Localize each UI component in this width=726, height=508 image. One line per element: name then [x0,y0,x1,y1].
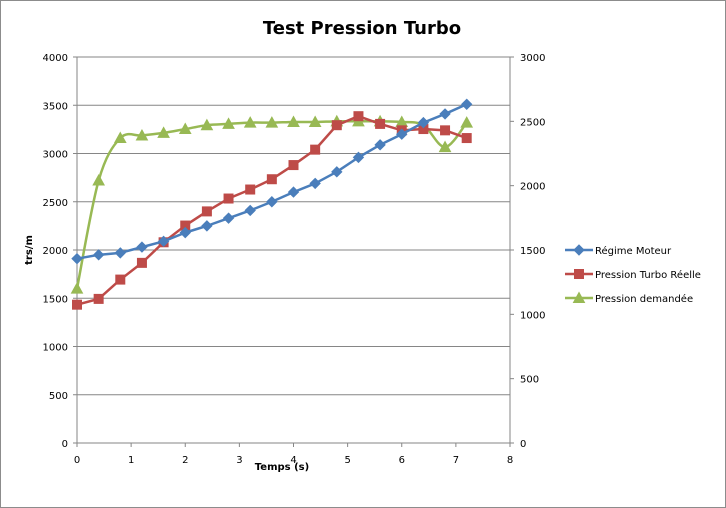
data-point [70,282,84,294]
data-point [136,257,147,268]
data-point [72,299,82,310]
x-tick-label: 4 [290,455,296,466]
y-tick-label: 1500 [43,294,68,305]
data-point [136,241,148,253]
y-axis-right-ticks: 0 500 1000 1500 2000 2500 3000 [510,53,545,450]
data-point [157,235,170,248]
series-layer [70,98,474,310]
data-point [179,226,191,239]
legend: Régime Moteur Pression Turbo Réelle Pressi… [565,244,701,305]
data-point [461,133,472,144]
data-point [113,131,127,144]
legend-item: Pression demandée [565,291,693,305]
x-axis-title: Temps (s) [255,462,309,473]
data-point [92,173,105,186]
series-r-gime-moteur [71,98,473,265]
series-line [76,114,468,306]
y2-tick-label: 2000 [520,182,545,193]
data-point [222,212,235,224]
y-tick-label: 0 [62,439,68,450]
y-tick-label: 3000 [43,150,68,161]
data-point [353,111,364,122]
data-point [460,116,474,128]
data-point [200,118,214,131]
data-point [288,160,299,171]
y2-tick-label: 0 [520,439,526,450]
legend-label: Pression Turbo Réelle [595,269,701,281]
data-point [440,125,451,136]
data-point [201,206,212,217]
data-point [245,184,256,195]
data-point [222,117,235,129]
y-tick-label: 3500 [43,101,68,112]
data-point [201,220,213,232]
x-tick-label: 2 [182,455,188,466]
x-tick-label: 3 [236,455,242,466]
x-tick-label: 5 [344,455,350,466]
data-point [310,144,321,155]
data-point [396,128,408,140]
y-tick-label: 1000 [43,343,68,354]
y-tick-label: 500 [49,391,68,402]
data-point [244,204,256,217]
data-point [115,274,126,285]
x-tick-label: 6 [399,455,405,466]
series-pression-turbo-r-elle [72,111,472,310]
data-point [114,247,127,259]
y2-tick-label: 1500 [520,246,545,257]
x-tick-label: 8 [507,455,513,466]
data-point [287,186,300,198]
data-point [439,108,451,120]
x-tick-label: 7 [453,455,459,466]
data-point [265,116,279,128]
data-point [308,115,322,127]
data-point [178,122,192,135]
y-axis-left-ticks: 0 500 1000 1500 2000 2500 3000 3500 4000 [43,53,77,450]
x-tick-label: 0 [74,455,80,466]
data-point [287,115,300,127]
data-point [71,252,83,265]
y2-tick-label: 3000 [520,53,545,64]
y-axis-title: trs/m [24,235,35,265]
y-tick-label: 2000 [43,246,68,257]
data-point [266,196,278,208]
data-point [135,128,149,141]
y2-tick-label: 1000 [520,310,545,321]
x-tick-label: 1 [128,455,134,466]
data-point [460,98,473,110]
x-axis-ticks: 0 1 2 3 4 5 6 7 8 [74,443,513,466]
data-point [352,151,365,164]
legend-marker [574,269,584,279]
y-tick-label: 4000 [43,53,68,64]
y2-tick-label: 2500 [520,117,545,128]
legend-label: Régime Moteur [595,245,672,257]
legend-marker [572,291,586,303]
data-point [375,118,386,129]
legend-label: Pression demandée [595,293,693,305]
y-tick-label: 2500 [43,198,68,209]
data-point [438,140,452,153]
legend-marker [573,244,585,256]
data-point [266,174,277,185]
chart-title: Test Pression Turbo [263,18,461,39]
legend-item: Pression Turbo Réelle [565,269,701,281]
data-point [93,293,104,304]
legend-item: Régime Moteur [565,244,672,257]
data-point [157,126,170,138]
data-point [92,249,105,261]
data-point [331,166,343,178]
y2-tick-label: 500 [520,375,539,386]
data-point [223,193,234,204]
data-point [243,116,257,128]
data-point [417,116,430,129]
data-point [331,120,342,131]
data-point [374,139,386,151]
data-point [309,177,321,190]
